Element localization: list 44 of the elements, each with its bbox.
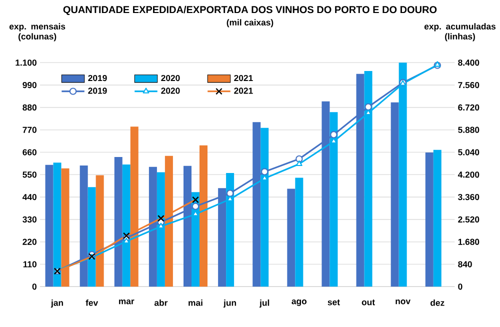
y-tick-label: 110 <box>23 261 36 268</box>
y-tick-label: 550 <box>22 172 36 178</box>
y2-tick-label: 7.560 <box>458 82 480 88</box>
x-tick-label: mar <box>119 300 134 304</box>
legend-label: 2020 <box>161 75 180 82</box>
y-tick-label: 0 <box>32 284 36 290</box>
x-tick-label: out <box>362 300 375 306</box>
x-tick-label: mai <box>188 300 202 306</box>
x-tick-label: fev <box>86 300 98 306</box>
legend-label: 2021 <box>234 88 253 94</box>
y2-tick-label: 5.880 <box>458 126 480 134</box>
x-tick-label: nov <box>396 300 410 304</box>
y-axis-title: exp. mensais (colunas) <box>9 23 66 42</box>
x-tick-label: ago <box>292 300 307 306</box>
y2-tick-label: 2.520 <box>458 216 480 223</box>
y2-tick-label: 3.360 <box>458 194 480 200</box>
x-tick-label: set <box>328 300 340 306</box>
legend-label: 2019 <box>88 88 107 94</box>
y-tick-label: 770 <box>22 126 36 134</box>
y2-tick-label: 5.040 <box>458 149 480 156</box>
y2-tick-label: 840 <box>458 261 472 268</box>
y2-axis-title: exp. acumuladas (linhas) <box>424 23 496 42</box>
chart-subtitle: (mil caixas) <box>226 19 274 28</box>
y2-tick-label: 0 <box>458 284 462 290</box>
y2-tick-label: 4.200 <box>458 172 480 178</box>
x-tick-label: abr <box>154 300 168 306</box>
legend-label: 2021 <box>234 75 253 82</box>
y-tick-label: 220 <box>22 238 36 246</box>
x-tick-label: jul <box>259 300 270 308</box>
y2-tick-label: 8.400 <box>458 60 480 66</box>
y2-tick-label: 6.720 <box>458 104 480 111</box>
y-tick-label: 1.100 <box>16 60 36 66</box>
y-tick-label: 660 <box>22 149 36 156</box>
x-tick-label: jan <box>50 300 63 308</box>
y-tick-label: 440 <box>22 194 36 200</box>
y-tick-label: 880 <box>22 104 36 111</box>
y-tick-label: 990 <box>22 82 36 88</box>
x-tick-label: dez <box>430 300 444 306</box>
x-tick-label: jun <box>223 300 236 308</box>
legend-label: 2020 <box>161 88 180 94</box>
legend-label: 2019 <box>88 75 107 82</box>
y2-tick-label: 1.680 <box>458 238 480 246</box>
y-tick-label: 330 <box>22 216 36 223</box>
chart-title: QUANTIDADE EXPEDIDA/EXPORTADA DOS VINHOS DO PORTO E DO DOURO <box>63 6 437 16</box>
